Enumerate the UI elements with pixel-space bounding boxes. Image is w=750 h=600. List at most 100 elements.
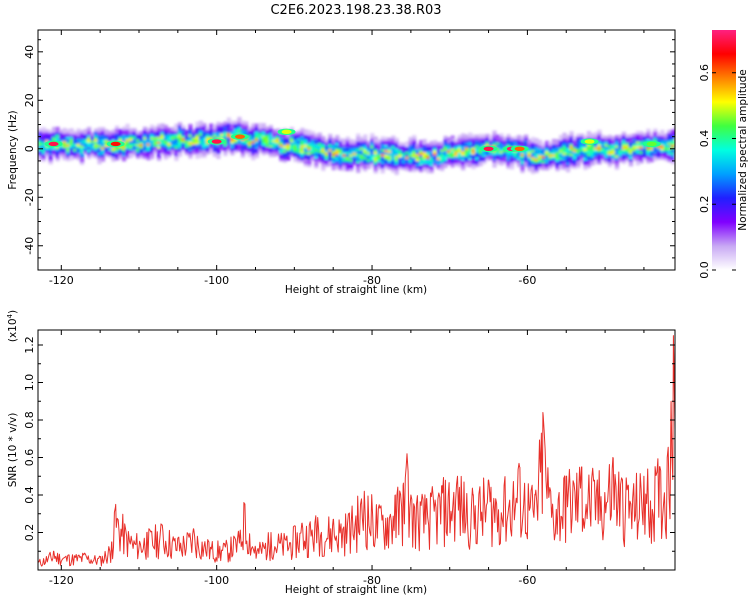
heatmap-cell — [139, 135, 144, 139]
heatmap-cell — [492, 140, 497, 144]
heatmap-cell — [118, 129, 123, 133]
heatmap-cell — [440, 141, 445, 145]
heatmap-cell — [118, 150, 123, 155]
heatmap-cell — [572, 153, 578, 157]
heatmap-cell — [433, 140, 438, 144]
heatmap-cell — [558, 142, 564, 146]
heatmap-cell — [139, 152, 144, 156]
heatmap-cell — [202, 130, 207, 134]
heatmap-cell — [324, 161, 329, 165]
heatmap-cell — [468, 149, 473, 153]
heatmap-cell — [614, 164, 620, 168]
heatmap-cell — [558, 156, 564, 160]
heatmap-cell — [261, 140, 266, 144]
heatmap-cell — [597, 144, 602, 148]
heatmap-cell — [607, 149, 613, 153]
heatmap-cell — [555, 148, 560, 153]
heatmap-cell — [317, 159, 322, 163]
heatmap-cell — [303, 143, 308, 147]
heatmap-cell — [656, 149, 661, 153]
heatmap-cell — [614, 135, 620, 139]
heatmap-cell — [338, 162, 343, 166]
heatmap-cell — [219, 125, 225, 129]
heatmap-cell — [534, 167, 539, 171]
heatmap-cell — [93, 135, 99, 140]
heatmap-cell — [237, 126, 242, 130]
heatmap-cell — [107, 152, 113, 156]
heatmap-cell — [604, 150, 609, 154]
heatmap-cell — [296, 137, 301, 142]
heatmap-cell — [97, 153, 102, 157]
heatmap-cell — [62, 132, 67, 137]
heatmap-cell — [509, 137, 515, 141]
heatmap-cell — [132, 150, 137, 154]
heatmap-cell — [90, 137, 95, 141]
heatmap-cell — [359, 144, 364, 148]
heatmap-cell — [356, 145, 361, 149]
heatmap-cell — [79, 152, 85, 156]
heatmap-cell — [230, 125, 235, 129]
heatmap-cell — [125, 150, 130, 154]
heatmap-cell — [191, 151, 197, 155]
heatmap-cell — [328, 143, 333, 147]
heatmap-cell — [520, 162, 525, 166]
heatmap-cell — [429, 153, 434, 157]
heatmap-cell — [649, 154, 655, 158]
heatmap-cell — [387, 159, 392, 163]
heatmap-cell — [111, 151, 116, 155]
heatmap-cell — [149, 148, 155, 153]
heatmap-cell — [160, 125, 165, 129]
heatmap-cell — [391, 147, 396, 151]
heatmap-cell — [607, 159, 613, 163]
heatmap-cell — [69, 138, 74, 142]
heatmap-cell — [555, 141, 560, 145]
y-tick-label: 0.8 — [23, 411, 36, 429]
heatmap-cell — [422, 148, 427, 152]
heatmap-cell — [562, 166, 567, 170]
heatmap-cell — [457, 152, 462, 156]
heatmap-cell — [321, 162, 326, 167]
heatmap-cell — [331, 142, 336, 147]
heatmap-cell — [174, 135, 179, 140]
heatmap-cell — [195, 155, 200, 159]
heatmap-cell — [370, 157, 375, 161]
heatmap-cell — [398, 161, 403, 165]
heatmap-cell — [646, 148, 651, 152]
heatmap-cell — [618, 144, 623, 148]
heatmap-cell — [59, 151, 64, 155]
heatmap-cell — [335, 151, 340, 156]
heatmap-cell — [100, 148, 106, 153]
heatmap-cell — [667, 137, 672, 141]
heatmap-cell — [555, 144, 560, 148]
heatmap-cell — [642, 135, 648, 139]
heatmap-cell — [167, 127, 172, 131]
heatmap-cell — [373, 136, 378, 140]
heatmap-cell — [646, 136, 651, 140]
heatmap-cell — [478, 143, 483, 147]
heatmap-cell — [523, 156, 529, 160]
heatmap-cell — [401, 154, 406, 158]
heatmap-cell — [59, 129, 64, 133]
heatmap-cell — [625, 134, 630, 138]
heatmap-cell — [90, 135, 95, 139]
heatmap-cell — [293, 151, 298, 155]
heatmap-cell — [219, 135, 225, 139]
heatmap-cell — [600, 154, 606, 158]
heatmap-cell — [667, 158, 672, 163]
heatmap-cell — [604, 145, 609, 149]
heatmap-cell — [653, 128, 658, 132]
heatmap-cell — [380, 170, 385, 174]
heatmap-cell — [558, 137, 564, 141]
heatmap-cell — [198, 135, 204, 139]
heatmap-cell — [663, 138, 668, 142]
heatmap-cell — [104, 134, 109, 138]
heatmap-cell — [160, 133, 165, 137]
heatmap-cell — [128, 133, 134, 137]
heatmap-cell — [317, 135, 322, 139]
heatmap-cell — [303, 160, 308, 164]
heatmap-cell — [412, 154, 417, 158]
heatmap-cell — [422, 144, 427, 148]
heatmap-cell — [373, 160, 378, 164]
heatmap-cell — [331, 150, 336, 154]
heatmap-cell — [45, 134, 50, 138]
